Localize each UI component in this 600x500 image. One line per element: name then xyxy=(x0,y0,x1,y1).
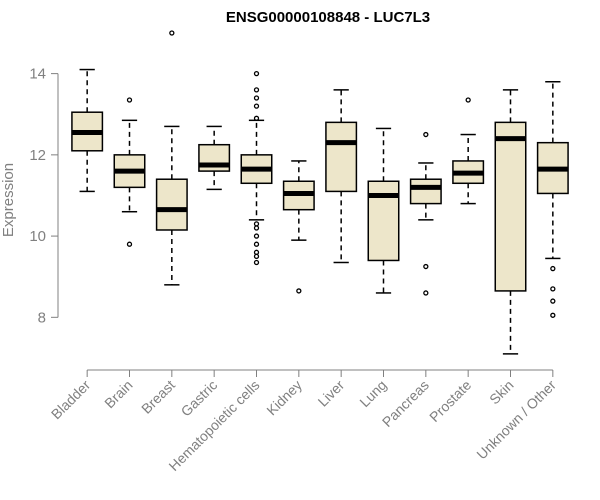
y-tick-label: 14 xyxy=(29,66,46,83)
outlier-point xyxy=(253,70,260,77)
outlier-point xyxy=(253,249,260,255)
outlier-point xyxy=(126,97,133,103)
outlier-point xyxy=(465,97,471,103)
x-tick-label: Pancreas xyxy=(379,377,432,430)
x-tick-label: Skin xyxy=(486,377,517,408)
outlier-point xyxy=(423,131,429,138)
outlier-point xyxy=(253,253,260,260)
x-tick-label: Breast xyxy=(138,377,178,417)
outlier-point xyxy=(253,225,260,231)
y-tick-label: 12 xyxy=(29,147,46,164)
iqr-box xyxy=(155,178,188,231)
x-tick-label: Brain xyxy=(101,377,135,411)
outlier-point xyxy=(253,221,260,227)
y-axis-label: Expression xyxy=(0,163,17,237)
box-group-gastric xyxy=(198,125,231,191)
x-tick-label: Kidney xyxy=(263,377,305,419)
box-group-breast xyxy=(155,30,188,286)
box-group-liver xyxy=(325,89,358,264)
iqr-box xyxy=(409,178,442,205)
outlier-point xyxy=(253,95,260,101)
box-group-skin xyxy=(494,89,527,355)
iqr-box xyxy=(325,121,358,193)
outlier-point xyxy=(253,259,260,266)
box-group-brain xyxy=(113,97,146,247)
x-tick-label: Bladder xyxy=(48,377,94,423)
outlier-point xyxy=(253,241,260,247)
outlier-point xyxy=(253,115,260,121)
x-tick-label: Lung xyxy=(356,377,389,410)
y-tick-label: 8 xyxy=(38,309,46,326)
outlier-point xyxy=(253,103,260,109)
box-group-hematopoietic-cells xyxy=(240,70,273,266)
outlier-point xyxy=(296,288,302,294)
box-group-lung xyxy=(367,127,400,294)
outlier-point xyxy=(550,312,556,318)
outlier-point xyxy=(550,265,556,272)
x-tick-label: Liver xyxy=(315,377,348,410)
y-tick-label: 10 xyxy=(29,228,46,245)
box-group-prostate xyxy=(452,97,485,205)
iqr-box xyxy=(494,121,527,292)
outlier-point xyxy=(253,87,260,93)
outlier-point xyxy=(126,241,133,247)
outlier-point xyxy=(550,298,556,304)
box-group-bladder xyxy=(71,68,104,193)
outlier-point xyxy=(423,263,429,270)
x-tick-label: Prostate xyxy=(426,377,474,425)
y-axis: 8 10 12 14 xyxy=(29,66,59,326)
outlier-point xyxy=(423,290,429,296)
outlier-point xyxy=(169,30,175,36)
box-group-kidney xyxy=(282,160,315,294)
box-group-pancreas xyxy=(409,131,442,296)
chart-title: ENSG00000108848 - LUC7L3 xyxy=(226,9,430,26)
box-groups xyxy=(71,30,569,355)
outlier-point xyxy=(550,286,556,292)
box-group-unknown-other xyxy=(536,80,569,318)
outlier-point xyxy=(253,233,260,239)
x-tick-label: Unknown / Other xyxy=(473,377,559,463)
